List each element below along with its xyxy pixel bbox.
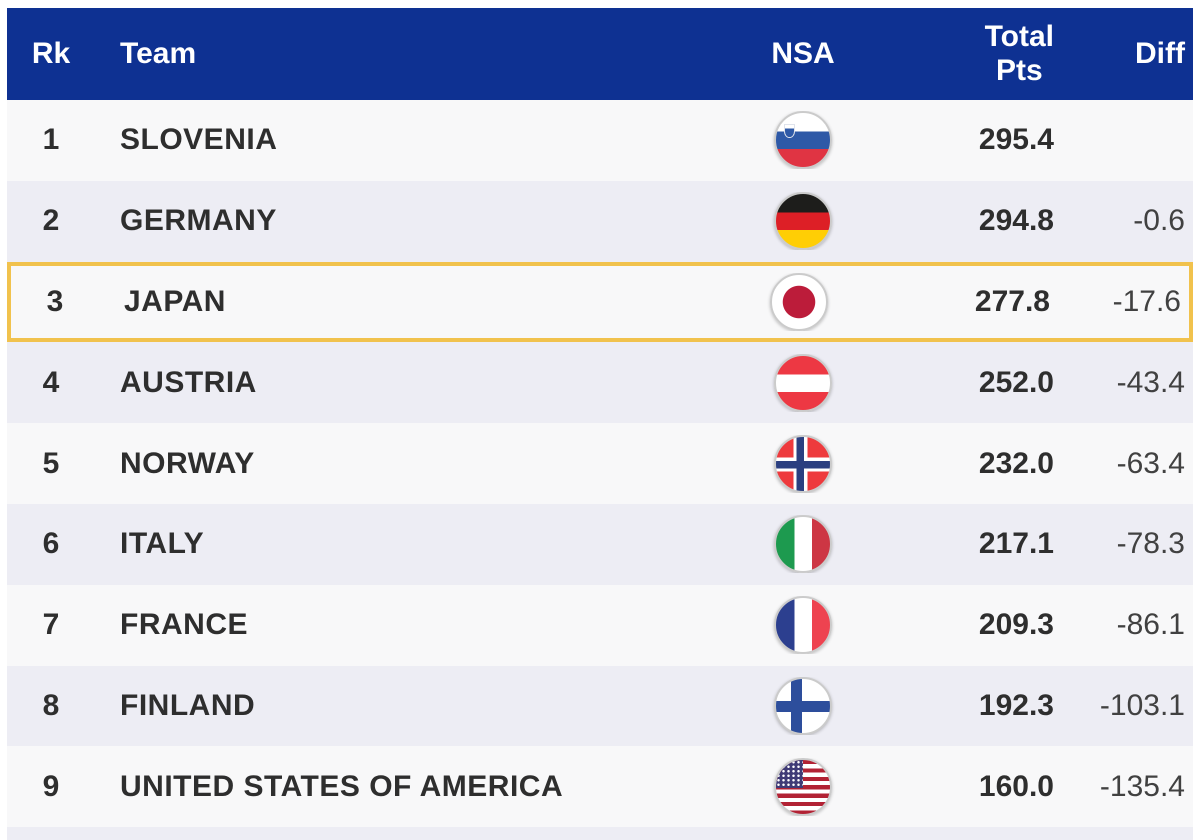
nsa-cell bbox=[738, 353, 868, 412]
germany-flag bbox=[774, 192, 832, 251]
diff-value: -17.6 bbox=[1112, 284, 1181, 318]
austria-flag bbox=[774, 353, 832, 412]
table-row: 5 NORWAY 232.0 -63.4 bbox=[7, 423, 1193, 504]
slovenia-flag bbox=[774, 111, 832, 170]
nsa-cell bbox=[738, 757, 868, 816]
header-total-pts: Total Pts bbox=[868, 20, 1058, 88]
total-pts-value: 192.3 bbox=[978, 688, 1054, 722]
table-row: 7 FRANCE 209.3 -86.1 bbox=[7, 584, 1193, 666]
table-row: 4 AUSTRIA 252.0 -43.4 bbox=[7, 342, 1193, 424]
total-pts-value: 160.0 bbox=[978, 769, 1054, 803]
rank-value: 6 bbox=[42, 527, 60, 561]
rank-value: 3 bbox=[46, 284, 64, 318]
total-pts-value: 209.3 bbox=[978, 608, 1054, 642]
header-total-pts-label: Total Pts bbox=[984, 20, 1054, 87]
diff-value: -135.4 bbox=[1099, 769, 1185, 803]
total-pts-value: 217.1 bbox=[978, 527, 1054, 561]
header-team: Team bbox=[120, 37, 197, 70]
team-name: UNITED STATES OF AMERICA bbox=[120, 769, 564, 803]
team-name: GERMANY bbox=[120, 204, 277, 238]
table-row: 8 FINLAND 192.3 -103.1 bbox=[7, 665, 1193, 747]
diff-value: -0.6 bbox=[1133, 204, 1185, 238]
nsa-cell bbox=[738, 596, 868, 655]
nsa-cell bbox=[738, 192, 868, 251]
rank-value: 2 bbox=[42, 204, 60, 238]
team-name: SLOVENIA bbox=[120, 123, 278, 157]
table-row: 9 UNITED STATES OF AMERICA 160.0 -135.4 bbox=[7, 746, 1193, 828]
rank-value: 9 bbox=[42, 769, 60, 803]
header-rank: Rk bbox=[31, 37, 71, 70]
france-flag bbox=[774, 596, 832, 655]
diff-value: -86.1 bbox=[1116, 608, 1185, 642]
diff-value: -78.3 bbox=[1116, 527, 1185, 561]
usa-flag bbox=[774, 757, 832, 816]
team-name: NORWAY bbox=[120, 446, 255, 480]
nsa-cell bbox=[738, 676, 868, 735]
team-name: FINLAND bbox=[120, 688, 256, 722]
diff-value: -103.1 bbox=[1099, 688, 1185, 722]
total-pts-value: 294.8 bbox=[978, 204, 1054, 238]
table-body: 1 SLOVENIA 295.4 2 GERMANY 294.8 -0.6 3 … bbox=[7, 100, 1193, 828]
finland-flag bbox=[774, 676, 832, 735]
table-header: Rk Team NSA Total Pts Diff bbox=[7, 8, 1193, 100]
nsa-cell bbox=[734, 272, 864, 331]
rank-value: 7 bbox=[42, 608, 60, 642]
team-name: AUSTRIA bbox=[120, 365, 257, 399]
italy-flag bbox=[774, 515, 832, 574]
rank-value: 8 bbox=[42, 688, 60, 722]
table-row: 3 JAPAN 277.8 -17.6 bbox=[7, 261, 1193, 343]
rankings-table: Rk Team NSA Total Pts Diff 1 SLOVENIA 29… bbox=[7, 8, 1193, 840]
diff-value: -43.4 bbox=[1116, 365, 1185, 399]
rank-value: 4 bbox=[42, 365, 60, 399]
team-name: FRANCE bbox=[120, 608, 248, 642]
japan-flag bbox=[770, 272, 828, 331]
diff-value: -63.4 bbox=[1116, 446, 1185, 480]
nsa-cell bbox=[738, 111, 868, 170]
next-row-partial bbox=[7, 827, 1193, 840]
norway-flag bbox=[774, 434, 832, 493]
total-pts-value: 232.0 bbox=[978, 446, 1054, 480]
table-row: 2 GERMANY 294.8 -0.6 bbox=[7, 180, 1193, 262]
total-pts-value: 295.4 bbox=[978, 123, 1054, 157]
table-row: 6 ITALY 217.1 -78.3 bbox=[7, 503, 1193, 585]
total-pts-value: 277.8 bbox=[974, 284, 1050, 318]
nsa-cell bbox=[738, 515, 868, 574]
total-pts-value: 252.0 bbox=[978, 365, 1054, 399]
rank-value: 1 bbox=[42, 123, 60, 157]
team-name: JAPAN bbox=[124, 284, 226, 318]
rank-value: 5 bbox=[42, 446, 60, 480]
header-diff: Diff bbox=[1135, 37, 1185, 70]
table-row: 1 SLOVENIA 295.4 bbox=[7, 100, 1193, 181]
header-nsa: NSA bbox=[771, 37, 835, 70]
nsa-cell bbox=[738, 434, 868, 493]
team-name: ITALY bbox=[120, 527, 205, 561]
